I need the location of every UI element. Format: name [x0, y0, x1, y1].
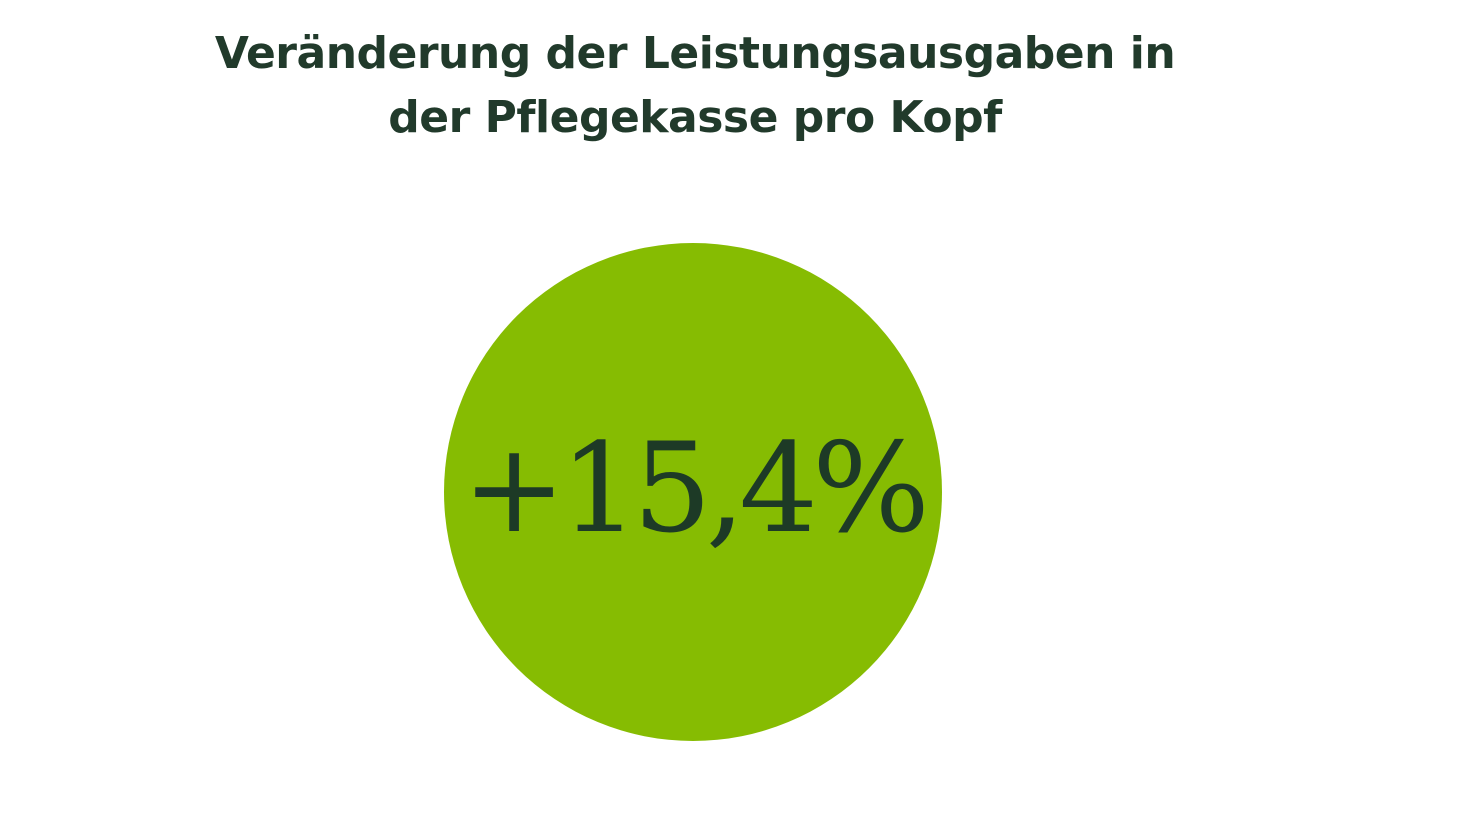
change-value-label: +15,4% — [462, 417, 930, 561]
value-circle: +15,4% — [444, 243, 942, 741]
chart-title: Veränderung der Leistungsausgaben in der… — [214, 28, 1176, 143]
